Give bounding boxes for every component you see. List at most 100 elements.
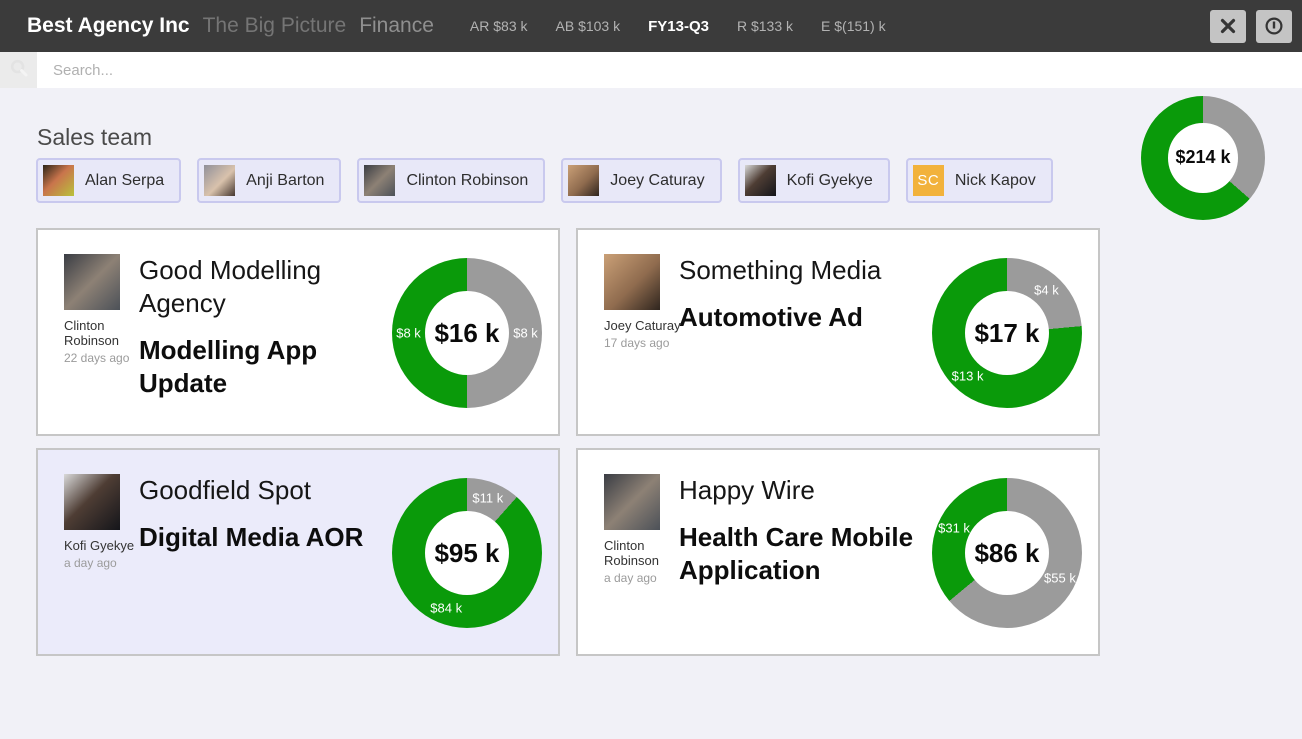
last-activity: 17 days ago — [604, 336, 670, 350]
team-chip-anji-barton[interactable]: Anji Barton — [197, 158, 342, 203]
deal-total-value: $17 k — [974, 317, 1040, 348]
team-chip-joey-caturay[interactable]: Joey Caturay — [561, 158, 722, 203]
card-body: Happy Wire Health Care Mobile Applicatio… — [679, 474, 931, 587]
card-owner-block: Kofi Gyekye a day ago — [64, 474, 144, 570]
metric-ab[interactable]: AB $103 k — [555, 17, 621, 34]
card-owner-block: Clinton Robinson a day ago — [604, 474, 684, 585]
deal-card-happy-wire[interactable]: Clinton Robinson a day ago Happy Wire He… — [576, 448, 1100, 656]
avatar — [64, 474, 120, 530]
donut-hole: $86 k — [965, 511, 1049, 595]
topbar-buttons — [1210, 9, 1292, 43]
avatar-initials: SC — [912, 165, 944, 196]
search-bar — [0, 52, 1302, 88]
project-name: Automotive Ad — [679, 302, 863, 332]
donut-hole: $17 k — [965, 291, 1049, 375]
card-body: Good Modelling Agency Modelling App Upda… — [139, 254, 391, 400]
info-icon — [1264, 16, 1284, 36]
owner-name: Joey Caturay — [604, 318, 681, 333]
sales-team-chips: Alan Serpa Anji Barton Clinton Robinson … — [36, 158, 1053, 203]
donut-chart: $86 k $55 k $31 k — [932, 478, 1082, 628]
avatar — [744, 165, 776, 196]
owner-name: Clinton Robinson — [64, 318, 119, 348]
deal-donut: $17 k $4 k $13 k — [932, 258, 1082, 408]
section-finance[interactable]: Finance — [359, 14, 434, 37]
donut-chart: $214 k — [1141, 96, 1265, 220]
deal-card-good-modelling-agency[interactable]: Clinton Robinson 22 days ago Good Modell… — [36, 228, 560, 436]
last-activity: a day ago — [64, 556, 117, 570]
search-iconbox — [0, 52, 37, 88]
slice-value-label: $13 k — [951, 368, 984, 384]
slice-value-label: $84 k — [430, 600, 463, 616]
app-title: Best Agency Inc — [27, 14, 190, 37]
avatar — [604, 254, 660, 310]
avatar — [568, 165, 600, 196]
card-owner-block: Joey Caturay 17 days ago — [604, 254, 684, 350]
avatar — [364, 165, 396, 196]
deal-donut: $95 k $11 k $84 k — [392, 478, 542, 628]
team-chip-nick-kapov[interactable]: SC Nick Kapov — [905, 158, 1053, 203]
search-icon — [9, 58, 29, 83]
search-input[interactable] — [37, 52, 1302, 88]
slice-value-label: $8 k — [396, 325, 421, 341]
deal-total-value: $95 k — [434, 537, 500, 568]
donut-hole: $16 k — [425, 291, 509, 375]
metric-fiscal-period[interactable]: FY13-Q3 — [648, 17, 709, 35]
topbar-titles: Best Agency Inc The Big Picture Finance — [27, 14, 434, 38]
donut-chart: $95 k $11 k $84 k — [392, 478, 542, 628]
donut-hole: $95 k — [425, 511, 509, 595]
deal-donut: $86 k $55 k $31 k — [932, 478, 1082, 628]
last-activity: 22 days ago — [64, 351, 130, 365]
deal-total-value: $16 k — [434, 317, 500, 348]
team-chip-kofi-gyekye[interactable]: Kofi Gyekye — [737, 158, 890, 203]
metric-ar[interactable]: AR $83 k — [469, 17, 528, 34]
metric-e[interactable]: E $(151) k — [821, 17, 886, 34]
topbar: Best Agency Inc The Big Picture Finance … — [0, 0, 1302, 52]
avatar — [604, 474, 660, 530]
total-revenue-donut: $214 k — [1141, 96, 1265, 220]
project-name: Digital Media AOR — [139, 522, 364, 552]
deal-card-goodfield-spot[interactable]: Kofi Gyekye a day ago Goodfield Spot Dig… — [36, 448, 560, 656]
last-activity: a day ago — [604, 571, 657, 585]
project-name: Modelling App Update — [139, 335, 318, 398]
donut-chart: $16 k $8 k $8 k — [392, 258, 542, 408]
donut-chart: $17 k $4 k $13 k — [932, 258, 1082, 408]
team-member-name: Nick Kapov — [954, 171, 1036, 189]
slice-value-label: $31 k — [938, 520, 970, 536]
deal-donut: $16 k $8 k $8 k — [392, 258, 542, 408]
project-name: Health Care Mobile Application — [679, 522, 914, 585]
close-button[interactable] — [1210, 9, 1246, 43]
team-chip-alan-serpa[interactable]: Alan Serpa — [36, 158, 182, 203]
client-name: Goodfield Spot — [139, 475, 312, 505]
slice-value-label: $11 k — [472, 490, 504, 506]
avatar — [204, 165, 236, 196]
card-owner-block: Clinton Robinson 22 days ago — [64, 254, 144, 365]
close-icon — [1219, 17, 1237, 35]
client-name: Happy Wire — [679, 475, 815, 505]
total-revenue-value: $214 k — [1175, 147, 1231, 168]
deal-card-something-media[interactable]: Joey Caturay 17 days ago Something Media… — [576, 228, 1100, 436]
sales-team-heading: Sales team — [37, 124, 153, 150]
avatar — [43, 165, 74, 196]
team-member-name: Joey Caturay — [610, 171, 705, 189]
topbar-metrics: AR $83 k AB $103 k FY13-Q3 R $133 k E $(… — [470, 18, 886, 35]
card-body: Goodfield Spot Digital Media AOR — [139, 474, 391, 554]
info-button[interactable] — [1256, 9, 1292, 43]
owner-name: Kofi Gyekye — [64, 538, 135, 553]
team-chip-clinton-robinson[interactable]: Clinton Robinson — [357, 158, 546, 203]
team-member-name: Clinton Robinson — [406, 171, 529, 189]
metric-r[interactable]: R $133 k — [736, 17, 794, 34]
team-member-name: Alan Serpa — [85, 171, 165, 189]
app-subtitle: The Big Picture — [202, 14, 347, 37]
team-member-name: Anji Barton — [246, 171, 325, 189]
team-member-name: Kofi Gyekye — [786, 171, 873, 189]
owner-name: Clinton Robinson — [604, 538, 659, 568]
slice-value-label: $8 k — [513, 325, 538, 341]
card-body: Something Media Automotive Ad — [679, 254, 931, 334]
client-name: Something Media — [679, 255, 882, 285]
slice-value-label: $55 k — [1044, 570, 1076, 586]
deal-cards: Clinton Robinson 22 days ago Good Modell… — [36, 228, 1100, 656]
client-name: Good Modelling Agency — [139, 255, 322, 318]
deal-total-value: $86 k — [974, 537, 1040, 568]
avatar — [64, 254, 120, 310]
donut-hole: $214 k — [1168, 123, 1238, 193]
